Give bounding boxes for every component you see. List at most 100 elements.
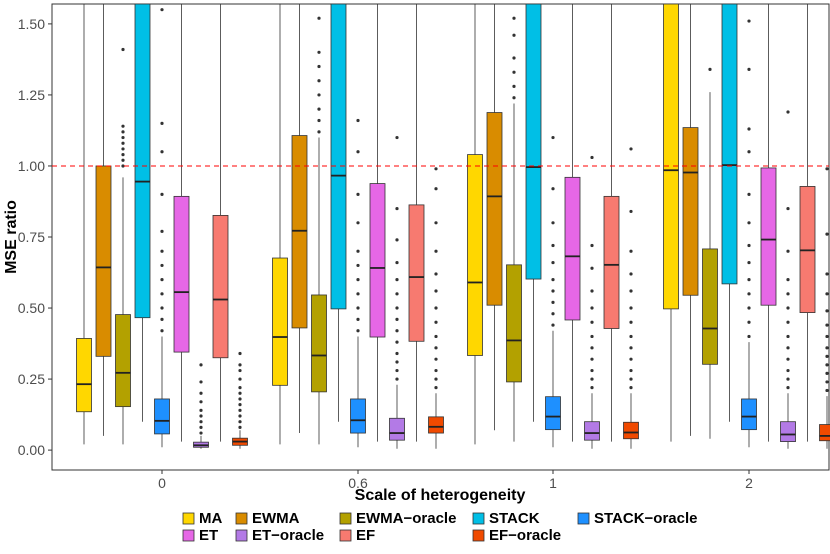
outlier-point <box>395 206 399 211</box>
legend-label: EF−oracle <box>489 527 561 544</box>
outlier-point <box>395 360 399 364</box>
box-8-3 <box>819 167 830 449</box>
outlier-point <box>629 334 633 339</box>
box-iqr <box>134 3 151 319</box>
box-iqr <box>682 127 699 296</box>
box-3-2 <box>525 3 542 422</box>
y-tick-label: 0.50 <box>18 300 45 316</box>
legend-item: STACK−oracle <box>577 510 698 527</box>
outlier-point <box>825 363 829 367</box>
outlier-point <box>199 380 203 384</box>
outlier-point <box>317 118 321 123</box>
outlier-point <box>238 397 242 401</box>
box-iqr <box>311 294 327 393</box>
outlier-point <box>629 377 633 381</box>
outlier-point <box>434 272 438 276</box>
y-tick-label: 0.75 <box>18 229 45 245</box>
outlier-point <box>121 152 125 157</box>
outlier-point <box>356 263 360 268</box>
legend-label: STACK−oracle <box>594 510 698 527</box>
outlier-point <box>629 385 633 390</box>
outlier-point <box>786 377 790 381</box>
outlier-point <box>434 357 438 361</box>
y-tick-label: 0.00 <box>18 442 45 458</box>
box-iqr <box>212 215 229 359</box>
y-tick-label: 1.25 <box>18 87 45 103</box>
box-iqr <box>408 204 425 342</box>
outlier-point <box>160 150 164 154</box>
outlier-point <box>356 150 360 154</box>
box-2-1 <box>311 16 327 445</box>
outlier-point <box>356 329 360 333</box>
outlier-point <box>747 260 751 265</box>
outlier-point <box>160 292 164 296</box>
box-iqr <box>76 338 92 413</box>
box-iqr <box>389 417 405 441</box>
box-iqr <box>623 421 639 440</box>
outlier-point <box>786 292 790 296</box>
outlier-point <box>395 278 399 282</box>
outlier-point <box>825 309 829 313</box>
outlier-point <box>317 107 321 111</box>
outlier-point <box>434 221 438 225</box>
box-iqr <box>603 195 620 329</box>
outlier-point <box>121 164 125 168</box>
outlier-point <box>238 377 242 381</box>
outlier-point <box>434 368 438 373</box>
box-iqr <box>115 314 131 408</box>
outlier-point <box>317 79 321 83</box>
box-2-3 <box>702 67 718 439</box>
legend-label: STACK <box>489 510 540 527</box>
box-1-0 <box>95 4 112 436</box>
outlier-point <box>747 243 751 248</box>
outlier-point <box>747 150 751 154</box>
outlier-point <box>356 249 360 253</box>
outlier-point <box>825 167 829 171</box>
box-4-2 <box>545 135 561 448</box>
outlier-point <box>512 33 516 37</box>
outlier-point <box>121 130 125 134</box>
box-2-0 <box>115 47 131 445</box>
outlier-point <box>825 272 829 276</box>
outlier-point <box>238 408 242 412</box>
legend-label: MA <box>199 510 222 527</box>
box-1-3 <box>682 4 699 436</box>
legend-item: MA <box>182 510 222 527</box>
outlier-point <box>238 385 242 390</box>
outlier-point <box>356 306 360 310</box>
box-iqr <box>663 3 679 310</box>
outlier-point <box>512 16 516 20</box>
outlier-point <box>629 357 633 361</box>
outlier-point <box>747 292 751 296</box>
box-0-1 <box>272 4 288 445</box>
outlier-point <box>825 388 829 393</box>
legend-item: STACK <box>472 510 540 527</box>
legend: MA EWMA EWMA−oracle STACK STACK−oracle ET ET−o… <box>182 510 698 544</box>
outlier-point <box>199 420 203 424</box>
outlier-point <box>395 377 399 381</box>
outlier-point <box>121 135 125 140</box>
outlier-point <box>590 243 594 248</box>
outlier-point <box>238 403 242 407</box>
legend-key <box>472 512 485 525</box>
outlier-point <box>395 135 399 140</box>
box-6-0 <box>193 363 209 449</box>
box-4-3 <box>741 19 757 448</box>
outlier-point <box>786 385 790 390</box>
box-iqr <box>95 165 112 357</box>
box-iqr <box>760 167 777 306</box>
box-5-1 <box>369 4 386 442</box>
legend-label: EWMA <box>252 510 300 527</box>
legend-item: ET−oracle <box>235 527 324 544</box>
outlier-point <box>356 118 360 123</box>
outlier-point <box>238 420 242 424</box>
outlier-point <box>434 385 438 390</box>
box-8-0 <box>232 351 248 449</box>
outlier-point <box>395 306 399 310</box>
outlier-point <box>160 278 164 282</box>
legend-key <box>472 529 485 542</box>
outlier-point <box>317 16 321 20</box>
outlier-point <box>551 187 555 191</box>
box-6-3 <box>780 110 796 449</box>
outlier-point <box>160 8 164 12</box>
